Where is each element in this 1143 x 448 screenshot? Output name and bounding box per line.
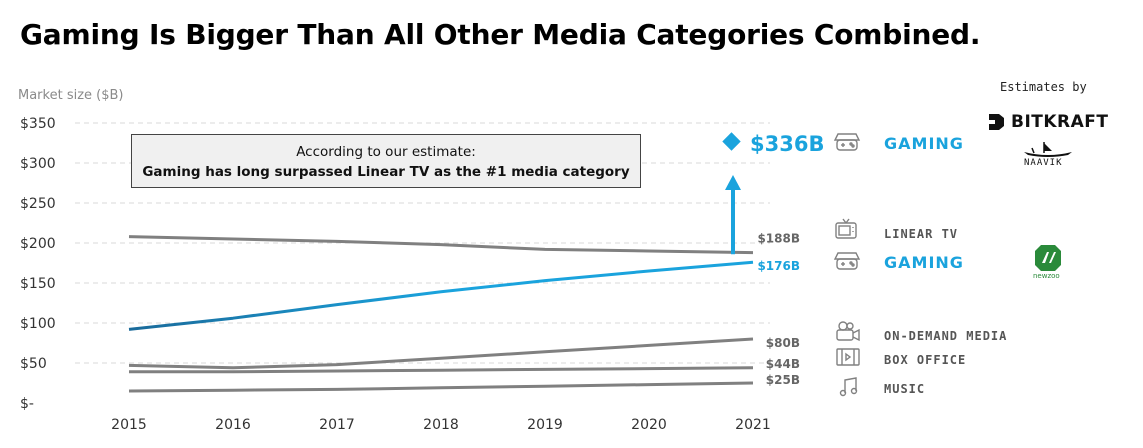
- legend-label-gaming: GAMING: [884, 253, 964, 272]
- estimates-by-label: Estimates by: [1000, 80, 1087, 94]
- bitkraft-name: BITKRAFT: [1011, 112, 1109, 132]
- y-tick-label: $300: [20, 156, 56, 172]
- legend-label-on-demand-media: ON-DEMAND MEDIA: [884, 329, 1007, 343]
- x-tick-label: 2019: [527, 417, 563, 433]
- y-tick-label: $350: [20, 116, 56, 132]
- y-tick-label: $150: [20, 276, 56, 292]
- y-tick-label: $250: [20, 196, 56, 212]
- chart-title: Gaming Is Bigger Than All Other Media Ca…: [20, 18, 981, 51]
- series-line-box-office: [129, 366, 754, 374]
- camera-icon: [836, 321, 860, 342]
- music-icon: [839, 377, 858, 397]
- y-tick-label: $200: [20, 236, 56, 252]
- estimate-diamond-marker: [722, 132, 741, 151]
- callout-line-1: According to our estimate:: [296, 144, 476, 160]
- series-line-gaming: [128, 260, 754, 331]
- series-line-linear-tv: [128, 235, 754, 255]
- x-tick-label: 2015: [111, 417, 147, 433]
- growth-arrow-head: [725, 175, 741, 190]
- legend-label-linear-tv: LINEAR TV: [884, 227, 958, 241]
- end-value-label: $25B: [766, 373, 800, 387]
- film-icon: [836, 348, 860, 366]
- annotation-callout: According to our estimate: Gaming has lo…: [131, 134, 641, 188]
- bitkraft-logo-icon: [989, 114, 1004, 130]
- estimate-value-label: $336B: [750, 132, 824, 156]
- x-tick-label: 2018: [423, 417, 459, 433]
- x-tick-label: 2017: [319, 417, 355, 433]
- callout-line-2: Gaming has long surpassed Linear TV as t…: [142, 164, 630, 180]
- gamepad-icon: [833, 133, 861, 151]
- end-value-label: $176B: [757, 259, 800, 273]
- naavik-boat-icon: [1024, 142, 1072, 157]
- y-tick-label: $-: [20, 396, 34, 412]
- naavik-name: NAAVIK: [1024, 158, 1063, 168]
- legend-label-box-office: BOX OFFICE: [884, 353, 966, 367]
- newzoo-name: newzoo: [1033, 272, 1060, 280]
- end-value-label: $80B: [766, 336, 800, 350]
- newzoo-logo-icon: [1035, 245, 1061, 271]
- x-tick-label: 2020: [631, 417, 667, 433]
- bitkraft-logo: BITKRAFT: [987, 112, 1109, 132]
- series-line-music: [128, 381, 754, 393]
- legend-label-gaming-estimate: GAMING: [884, 134, 964, 153]
- y-tick-label: $100: [20, 316, 56, 332]
- x-tick-label: 2021: [735, 417, 771, 433]
- y-axis-label: Market size ($B): [18, 88, 124, 103]
- x-tick-label: 2016: [215, 417, 251, 433]
- series-line-on-demand-media: [128, 337, 754, 370]
- y-tick-label: $50: [20, 356, 47, 372]
- gamepad-icon: [833, 252, 861, 270]
- tv-icon: [835, 218, 857, 239]
- end-value-label: $188B: [757, 232, 800, 246]
- end-value-label: $44B: [766, 357, 800, 371]
- legend-label-music: MUSIC: [884, 382, 925, 396]
